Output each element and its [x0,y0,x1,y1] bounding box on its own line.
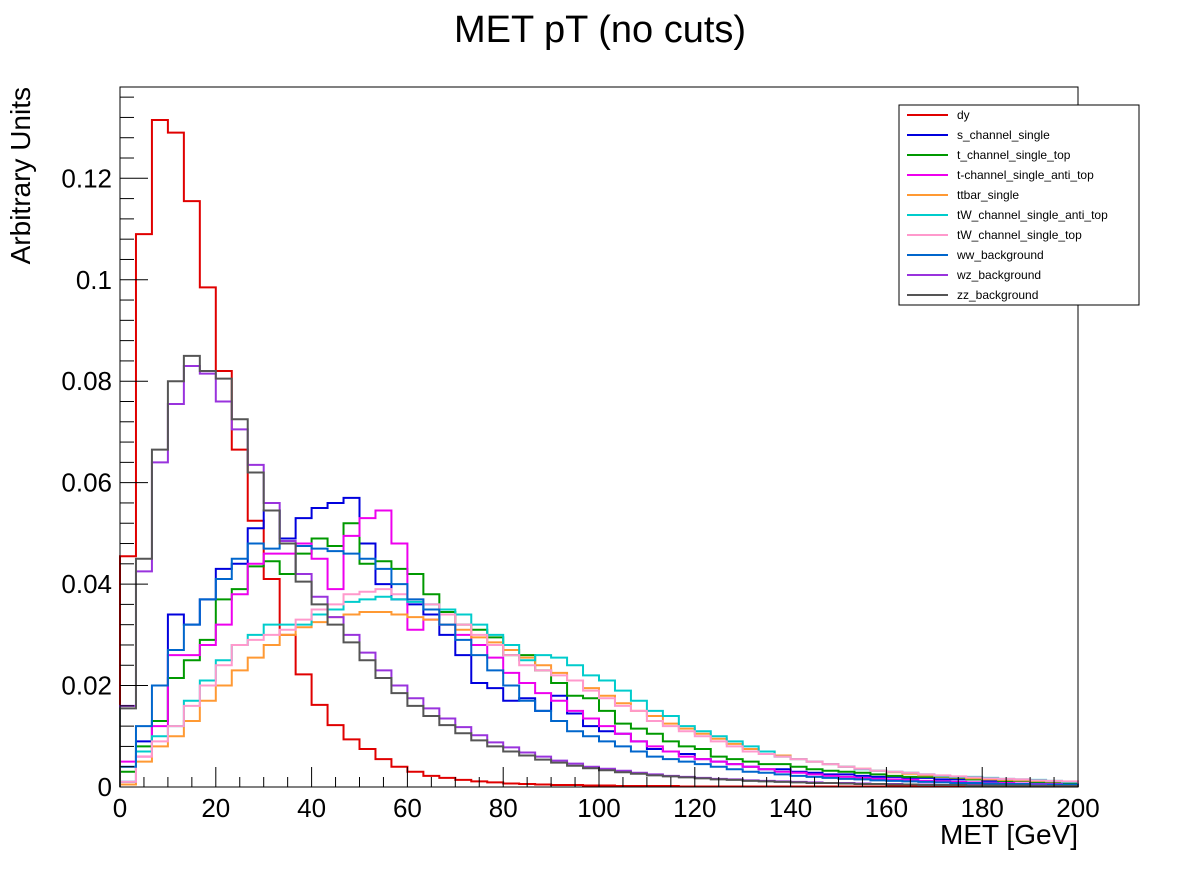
legend-label-ww_background: ww_background [956,248,1044,262]
x-tick-label: 140 [769,793,812,823]
x-tick-label: 120 [673,793,716,823]
x-tick-label: 200 [1056,793,1099,823]
series-line-ww_background [119,542,1079,787]
legend-label-tW_channel_single_anti_top: tW_channel_single_anti_top [957,208,1108,222]
y-axis-label: Arbitrary Units [5,87,36,264]
legend-box [898,104,1140,306]
y-tick-label: 0.12 [61,163,112,193]
y-tick-label: 0 [98,772,112,802]
y-tick-label: 0.08 [61,366,112,396]
y-tick-label: 0.1 [76,265,112,295]
x-tick-label: 40 [297,793,326,823]
x-axis-label: MET [GeV] [940,819,1078,850]
y-tick-label: 0.04 [61,569,112,599]
x-tick-label: 0 [113,793,127,823]
legend-label-t_channel_single_top: t_channel_single_top [957,148,1071,162]
x-tick-label: 180 [961,793,1004,823]
x-tick-label: 60 [393,793,422,823]
y-axis: 0 0.02 0.04 0.06 0.08 0.1 0.12 [61,96,148,802]
x-tick-label: 80 [489,793,518,823]
legend-label-s_channel_single: s_channel_single [957,128,1050,142]
y-tick-label: 0.02 [61,671,112,701]
series-line-s_channel_single [119,496,1079,787]
legend-label-zz_background: zz_background [957,288,1038,302]
legend: dy s_channel_single t_channel_single_top t-… [898,104,1140,306]
legend-label-ttbar_single: ttbar_single [957,188,1019,202]
legend-label-tW_channel_single_top: tW_channel_single_top [957,228,1082,242]
series-line-tW_channel_single_top [119,588,1079,787]
x-tick-label: 160 [865,793,908,823]
y-tick-label: 0.06 [61,468,112,498]
legend-label-dy: dy [957,108,970,122]
x-tick-label: 20 [201,793,230,823]
chart-title: MET pT (no cuts) [454,9,746,51]
series-line-dy [119,118,1079,788]
x-tick-label: 100 [577,793,620,823]
x-axis: 0 20 40 60 80 100 120 140 160 180 200 [113,767,1100,823]
legend-label-t-channel_single_anti_top: t-channel_single_anti_top [957,168,1094,182]
legend-label-wz_background: wz_background [956,268,1041,282]
